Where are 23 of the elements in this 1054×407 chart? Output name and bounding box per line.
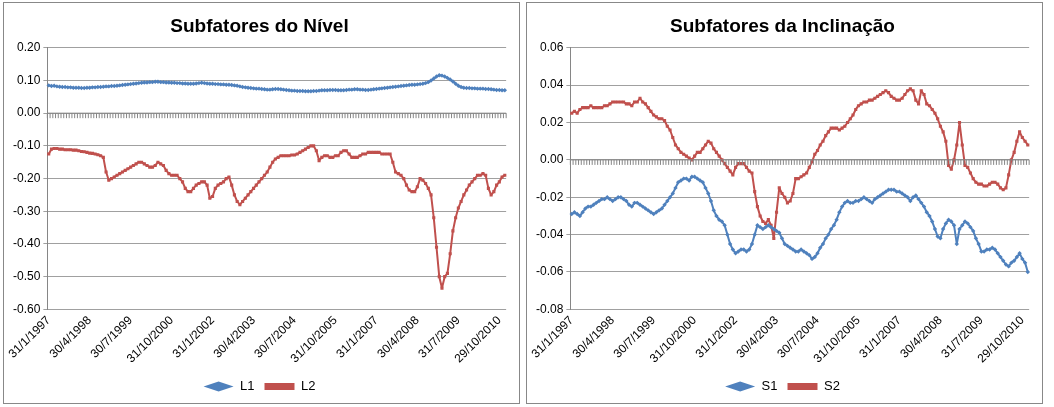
y-tick-label: -0.20	[12, 170, 41, 185]
chart-title: Subfatores do Nível	[170, 14, 349, 36]
y-tick-label: -0.30	[12, 203, 41, 218]
y-tick-label: 0.00	[16, 105, 41, 120]
y-tick-label: -0.06	[535, 264, 564, 279]
y-tick-label: -0.60	[12, 301, 41, 316]
y-tick-label: 0.10	[16, 72, 41, 87]
y-tick-label: -0.10	[12, 138, 41, 153]
y-tick-label: 0.00	[539, 152, 564, 167]
y-tick-label: 0.20	[16, 40, 41, 55]
y-tick-label: -0.40	[12, 236, 41, 251]
y-tick-label: -0.04	[535, 226, 564, 241]
y-tick-label: -0.02	[535, 189, 564, 204]
y-tick-label: -0.08	[535, 301, 564, 316]
chart-title: Subfatores da Inclinação	[670, 14, 895, 36]
y-tick-label: 0.06	[539, 40, 564, 55]
legend-label: L2	[301, 378, 316, 394]
y-tick-label: -0.50	[12, 268, 41, 283]
legend-label: S2	[824, 378, 840, 394]
y-tick-label: 0.04	[539, 77, 564, 92]
legend-label: S1	[761, 378, 778, 394]
y-tick-label: 0.02	[539, 114, 564, 129]
legend-label: L1	[240, 378, 255, 394]
